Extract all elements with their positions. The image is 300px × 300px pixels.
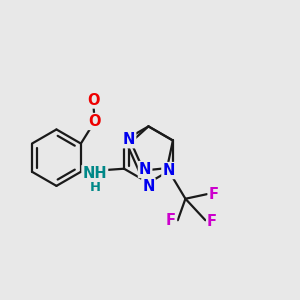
Text: NH: NH (82, 166, 107, 181)
Text: O: O (87, 92, 99, 107)
Text: F: F (207, 214, 217, 229)
Text: F: F (209, 187, 219, 202)
Text: O: O (88, 114, 101, 129)
Text: N: N (162, 163, 175, 178)
Text: H: H (89, 181, 100, 194)
Text: N: N (123, 132, 135, 147)
Text: N: N (139, 162, 151, 177)
Text: N: N (142, 179, 155, 194)
Text: F: F (166, 213, 176, 228)
